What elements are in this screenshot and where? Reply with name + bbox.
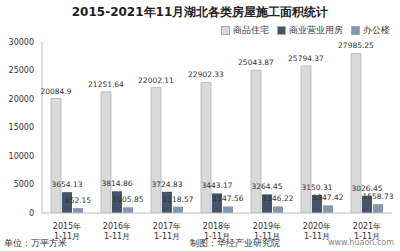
svg-text:1146.22: 1146.22 (262, 194, 293, 203)
svg-text:20084.9: 20084.9 (40, 87, 71, 96)
svg-text:2018年: 2018年 (203, 222, 231, 231)
svg-text:3654.13: 3654.13 (51, 180, 82, 189)
svg-text:30000: 30000 (9, 38, 34, 47)
svg-text:1-11月: 1-11月 (154, 232, 180, 241)
svg-text:15000: 15000 (9, 123, 34, 132)
svg-text:1005.85: 1005.85 (112, 195, 143, 204)
svg-text:27985.25: 27985.25 (338, 41, 374, 50)
svg-text:3443.17: 3443.17 (201, 181, 232, 190)
svg-text:2019年: 2019年 (253, 222, 281, 231)
svg-text:22902.33: 22902.33 (188, 70, 224, 79)
svg-text:1347.42: 1347.42 (312, 193, 343, 202)
svg-text:2015年: 2015年 (53, 222, 81, 231)
svg-text:0: 0 (29, 209, 34, 218)
svg-text:852.15: 852.15 (65, 196, 91, 205)
svg-text:5000: 5000 (14, 180, 34, 189)
svg-text:25043.87: 25043.87 (238, 58, 274, 67)
svg-text:2020年: 2020年 (303, 222, 331, 231)
svg-text:1147.56: 1147.56 (212, 194, 243, 203)
svg-text:25794.37: 25794.37 (288, 54, 324, 63)
svg-text:3724.83: 3724.83 (151, 180, 182, 189)
svg-text:20000: 20000 (9, 95, 34, 104)
svg-text:1-11月: 1-11月 (304, 232, 330, 241)
svg-text:10000: 10000 (9, 152, 34, 161)
svg-text:25000: 25000 (9, 66, 34, 75)
svg-text:3150.31: 3150.31 (301, 183, 332, 192)
svg-text:2021年: 2021年 (353, 222, 381, 231)
svg-text:2016年: 2016年 (103, 222, 131, 231)
svg-text:22002.11: 22002.11 (138, 76, 174, 85)
svg-text:3264.45: 3264.45 (251, 182, 282, 191)
svg-text:3814.86: 3814.86 (101, 179, 132, 188)
svg-text:2017年: 2017年 (153, 222, 181, 231)
svg-text:21251.64: 21251.64 (88, 80, 124, 89)
svg-text:1118.57: 1118.57 (162, 195, 193, 204)
svg-text:1558.73: 1558.73 (362, 192, 392, 201)
svg-text:1-11月: 1-11月 (104, 232, 130, 241)
